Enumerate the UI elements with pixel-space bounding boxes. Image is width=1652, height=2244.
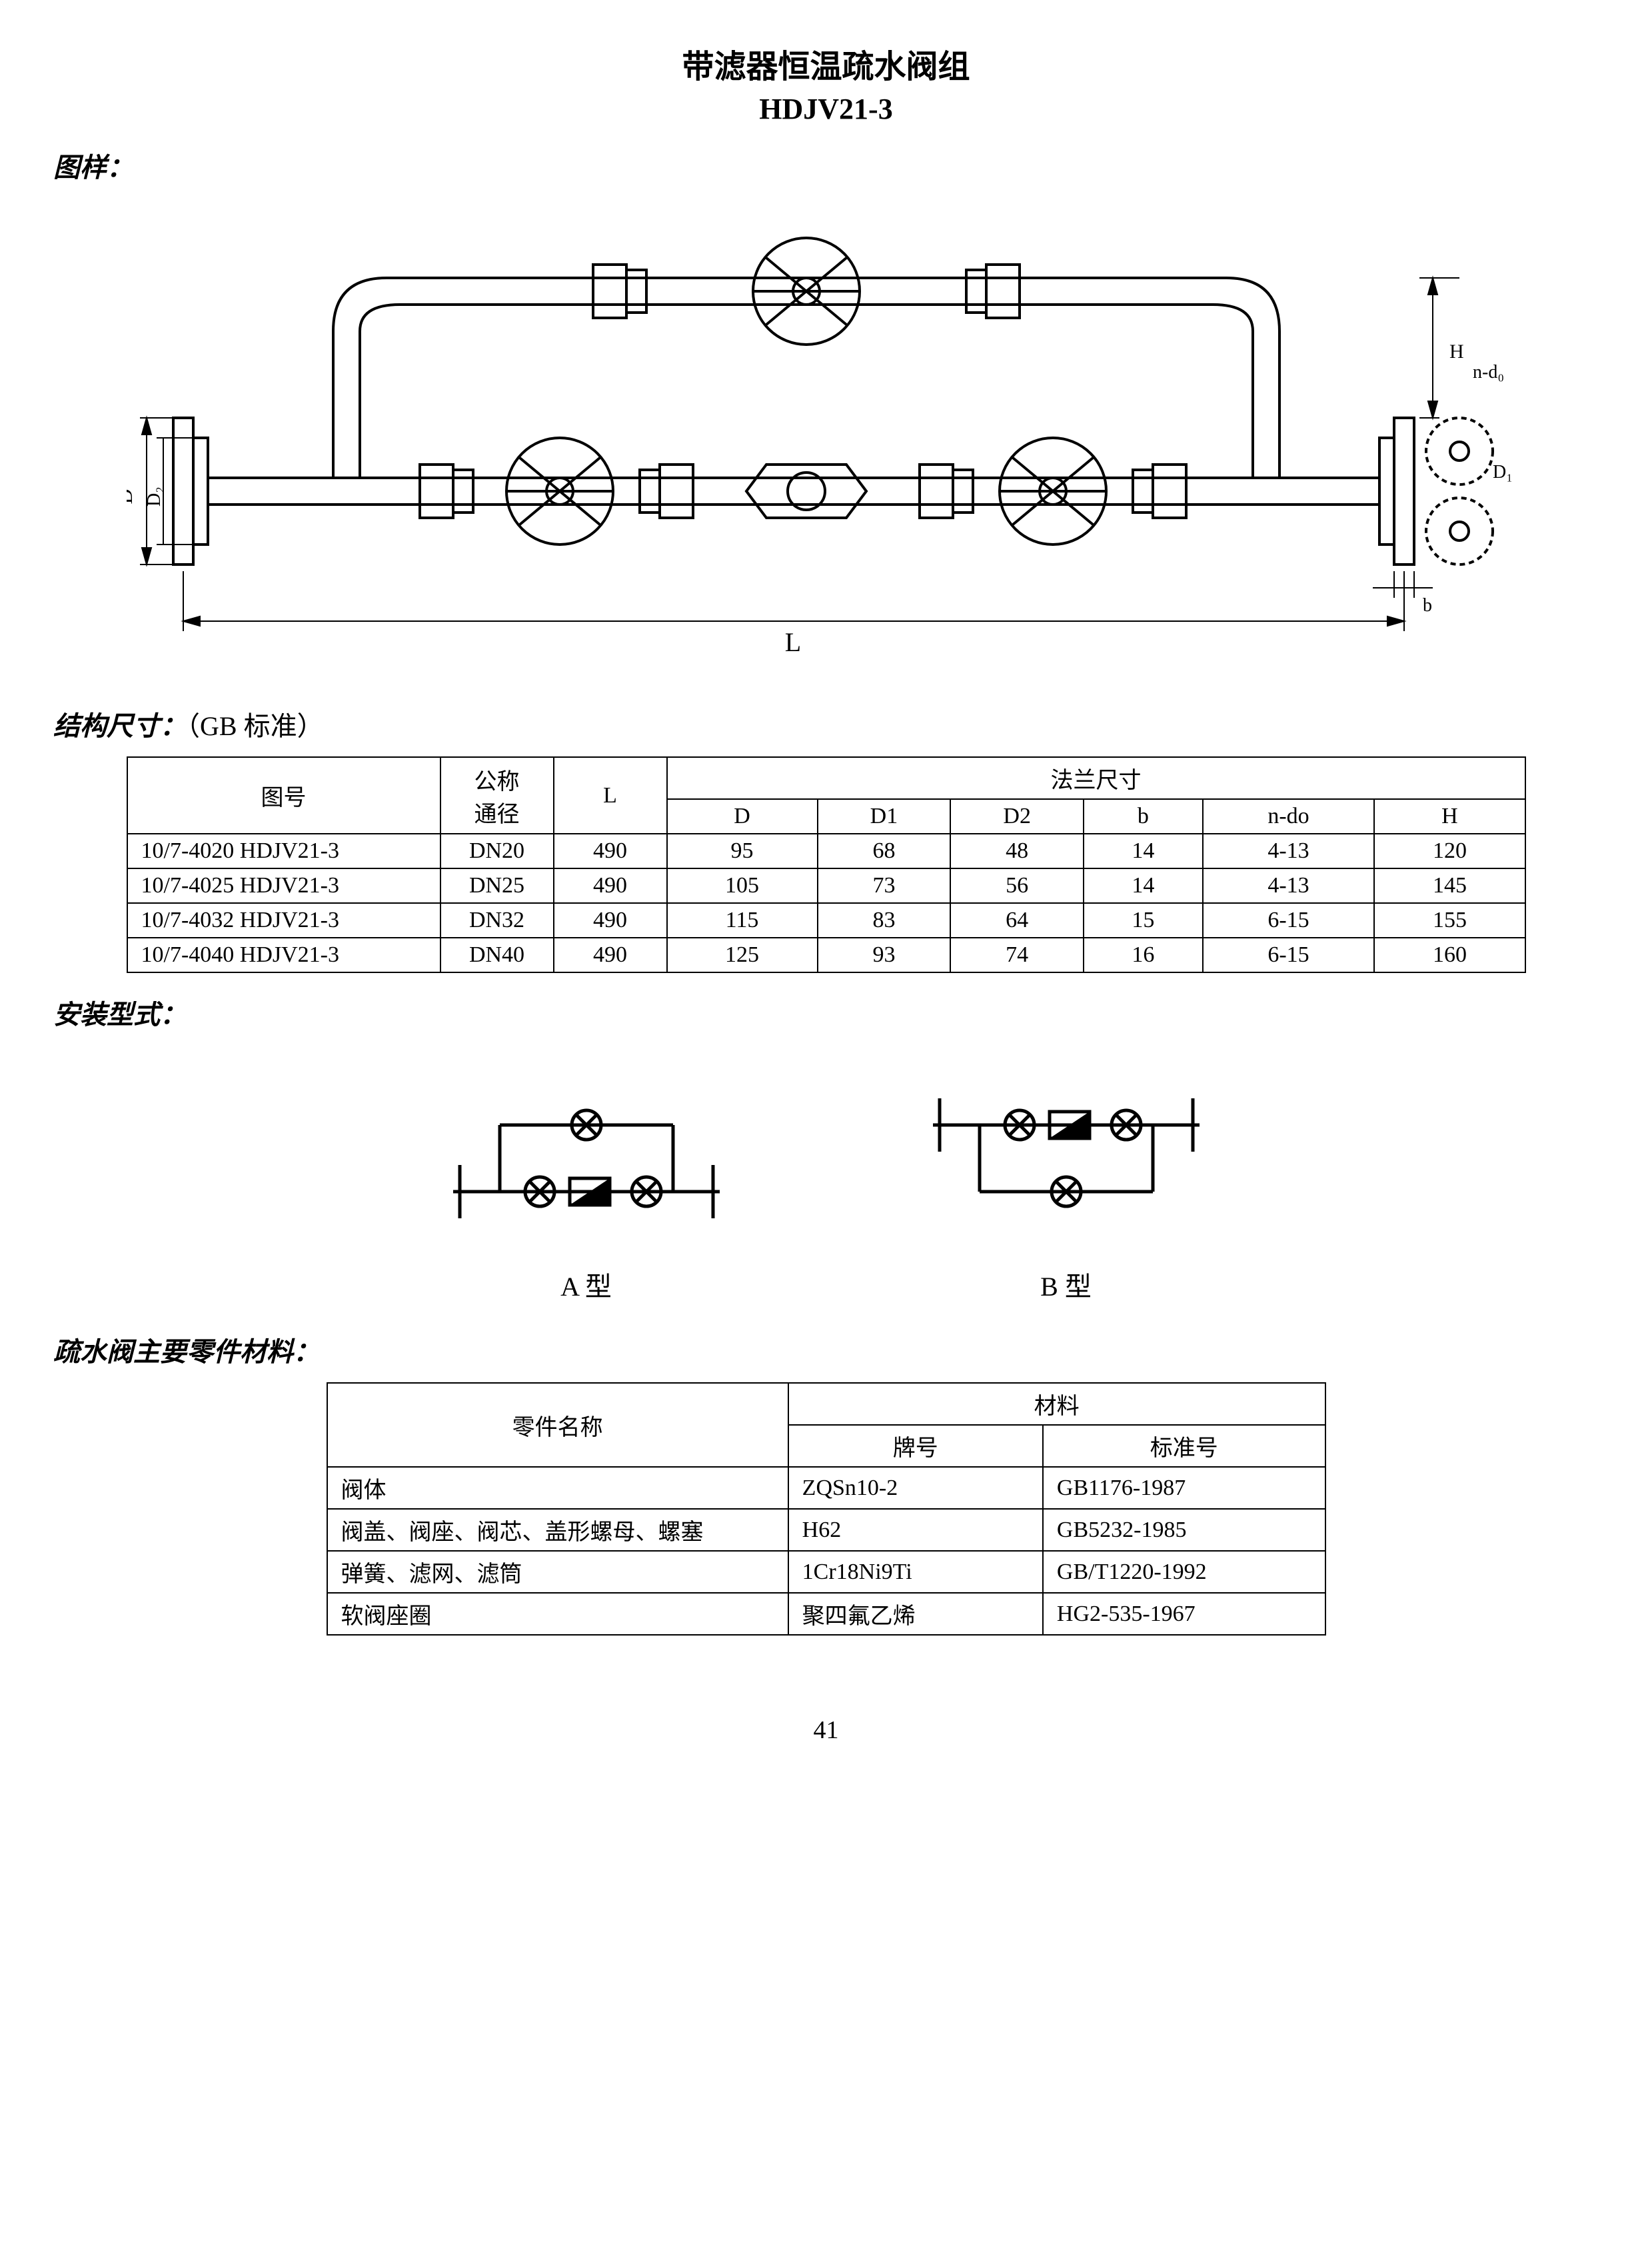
doc-title: 带滤器恒温疏水阀组 (53, 40, 1599, 87)
dimensions-table: 图号 公称 通径 L 法兰尺寸 D D1 D2 b n-do H 10/7-40… (127, 756, 1526, 973)
type-a-label: A 型 (446, 1265, 726, 1304)
svg-text:D: D (127, 489, 137, 504)
table-row: 软阀座圈聚四氟乙烯HG2-535-1967 (327, 1593, 1325, 1635)
table-row: 弹簧、滤网、滤筒1Cr18Ni9TiGB/T1220-1992 (327, 1551, 1325, 1593)
table-row: 10/7-4025 HDJV21-3DN254901057356144-1314… (127, 868, 1525, 903)
materials-label: 疏水阀主要零件材料： (53, 1330, 1599, 1369)
main-diagram: L D D₂ H n-d₀ D₁ b (53, 198, 1599, 678)
col-H: H (1374, 799, 1525, 834)
table-row: 10/7-4040 HDJV21-3DN404901259374166-1516… (127, 938, 1525, 972)
table-row: 阀体ZQSn10-2GB1176-1987 (327, 1467, 1325, 1509)
svg-text:D₂: D₂ (144, 487, 165, 507)
svg-text:H: H (1449, 341, 1464, 363)
drawing-label: 图样： (53, 146, 1599, 185)
col-grade: 牌号 (788, 1425, 1043, 1467)
table-row: 10/7-4032 HDJV21-3DN324901158364156-1515… (127, 903, 1525, 938)
dim-L: L (784, 627, 800, 657)
col-D1: D1 (818, 799, 951, 834)
svg-text:D₁: D₁ (1493, 462, 1513, 483)
col-ndo: n-do (1203, 799, 1375, 834)
col-D: D (667, 799, 818, 834)
svg-text:b: b (1423, 595, 1432, 616)
doc-model: HDJV21-3 (53, 92, 1599, 126)
dim-section-label: 结构尺寸：（GB 标准） (53, 704, 1599, 743)
col-b: b (1084, 799, 1203, 834)
install-type-a: A 型 (446, 1085, 726, 1304)
page-number: 41 (53, 1715, 1599, 1745)
col-part: 零件名称 (327, 1383, 788, 1467)
col-flange: 法兰尺寸 (667, 757, 1525, 799)
col-material: 材料 (788, 1383, 1325, 1425)
install-label: 安装型式： (53, 993, 1599, 1032)
col-figno: 图号 (127, 757, 440, 834)
table-row: 10/7-4020 HDJV21-3DN20490956848144-13120 (127, 834, 1525, 868)
materials-table: 零件名称 材料 牌号 标准号 阀体ZQSn10-2GB1176-1987 阀盖、… (327, 1382, 1326, 1636)
table-row: 阀盖、阀座、阀芯、盖形螺母、螺塞H62GB5232-1985 (327, 1509, 1325, 1551)
install-type-b: B 型 (926, 1085, 1206, 1304)
type-b-label: B 型 (926, 1265, 1206, 1304)
col-L: L (554, 757, 667, 834)
col-std: 标准号 (1043, 1425, 1325, 1467)
svg-text:n-d₀: n-d₀ (1473, 362, 1504, 383)
col-D2: D2 (950, 799, 1084, 834)
col-nominal: 公称 通径 (440, 757, 554, 834)
